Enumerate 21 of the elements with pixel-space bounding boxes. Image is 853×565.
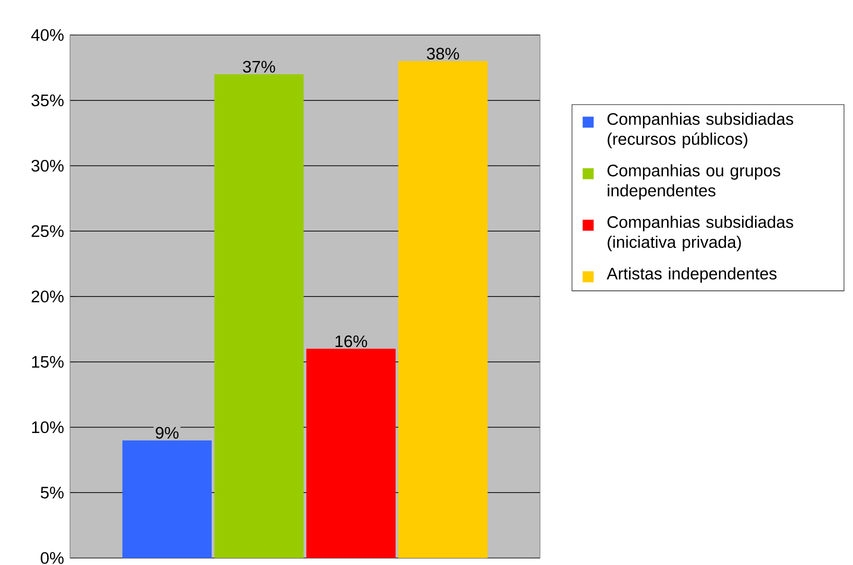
data-label: 16%	[336, 335, 368, 348]
y-tick-label: 40%	[31, 29, 64, 41]
y-tick-label: 0%	[40, 552, 64, 564]
bar	[306, 348, 396, 558]
y-tick-label: 35%	[31, 94, 64, 106]
data-label: 37%	[242, 60, 276, 73]
legend-label: Companhias ou grupos independentes	[608, 164, 780, 200]
legend-label: Companhias subsidiadas (recursos públicos)	[608, 112, 794, 148]
bar	[398, 61, 488, 558]
y-tick-label: 20%	[32, 290, 64, 302]
y-tick-label: 15%	[32, 356, 64, 368]
data-label: 38%	[426, 48, 460, 60]
y-tick-label: 5%	[40, 486, 64, 498]
y-tick-label: 10%	[32, 421, 64, 434]
data-label: 9%	[156, 426, 178, 439]
y-tick-label: 25%	[32, 225, 64, 238]
legend-label: Companhias subsidiadas (iniciativa privada)	[608, 216, 794, 252]
legend-label: Artistas independentes	[606, 267, 777, 283]
bar	[214, 74, 304, 558]
bar	[122, 440, 212, 558]
y-tick-label: 30%	[31, 160, 64, 172]
